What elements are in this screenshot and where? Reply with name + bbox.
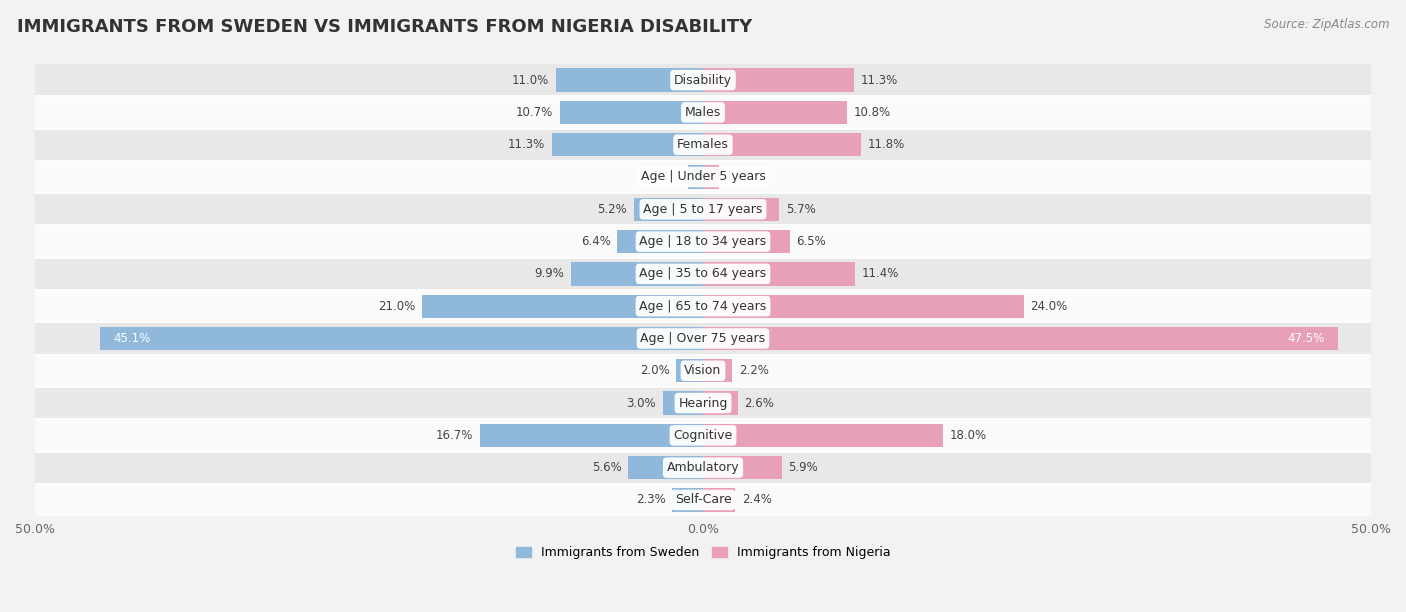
- Bar: [703, 327, 1337, 350]
- Bar: [703, 198, 779, 221]
- Bar: [422, 294, 703, 318]
- Bar: [35, 484, 1371, 516]
- Bar: [35, 193, 1371, 225]
- Text: 6.4%: 6.4%: [581, 235, 610, 248]
- Bar: [555, 69, 703, 92]
- Text: 2.3%: 2.3%: [636, 493, 665, 507]
- Bar: [35, 258, 1371, 290]
- Text: Age | 35 to 64 years: Age | 35 to 64 years: [640, 267, 766, 280]
- Bar: [479, 424, 703, 447]
- Text: Males: Males: [685, 106, 721, 119]
- Bar: [571, 263, 703, 286]
- Bar: [703, 456, 782, 479]
- Text: Hearing: Hearing: [678, 397, 728, 409]
- Text: 10.8%: 10.8%: [853, 106, 891, 119]
- Text: 2.6%: 2.6%: [744, 397, 775, 409]
- Text: 11.3%: 11.3%: [860, 73, 898, 87]
- Text: 2.0%: 2.0%: [640, 364, 669, 377]
- Bar: [35, 290, 1371, 323]
- Text: 5.7%: 5.7%: [786, 203, 815, 216]
- Text: 11.0%: 11.0%: [512, 73, 550, 87]
- Text: 2.4%: 2.4%: [742, 493, 772, 507]
- Bar: [703, 359, 733, 382]
- Text: Age | 65 to 74 years: Age | 65 to 74 years: [640, 300, 766, 313]
- Bar: [35, 96, 1371, 129]
- Text: Age | 5 to 17 years: Age | 5 to 17 years: [644, 203, 762, 216]
- Bar: [35, 452, 1371, 484]
- Text: Cognitive: Cognitive: [673, 429, 733, 442]
- Bar: [703, 294, 1024, 318]
- Bar: [703, 101, 848, 124]
- Bar: [35, 387, 1371, 419]
- Text: 24.0%: 24.0%: [1031, 300, 1067, 313]
- Text: Vision: Vision: [685, 364, 721, 377]
- Text: 6.5%: 6.5%: [797, 235, 827, 248]
- Text: 11.3%: 11.3%: [508, 138, 546, 151]
- Text: Females: Females: [678, 138, 728, 151]
- Text: 16.7%: 16.7%: [436, 429, 474, 442]
- Bar: [560, 101, 703, 124]
- Text: Disability: Disability: [673, 73, 733, 87]
- Text: Age | Under 5 years: Age | Under 5 years: [641, 171, 765, 184]
- Bar: [628, 456, 703, 479]
- Text: 5.2%: 5.2%: [598, 203, 627, 216]
- Text: 1.2%: 1.2%: [725, 171, 755, 184]
- Bar: [662, 392, 703, 415]
- Text: 10.7%: 10.7%: [516, 106, 554, 119]
- Text: 18.0%: 18.0%: [950, 429, 987, 442]
- Bar: [35, 225, 1371, 258]
- Bar: [703, 424, 943, 447]
- Text: 2.2%: 2.2%: [740, 364, 769, 377]
- Text: Age | Over 75 years: Age | Over 75 years: [641, 332, 765, 345]
- Text: 21.0%: 21.0%: [378, 300, 416, 313]
- Bar: [35, 161, 1371, 193]
- Text: Source: ZipAtlas.com: Source: ZipAtlas.com: [1264, 18, 1389, 31]
- Bar: [703, 392, 738, 415]
- Bar: [703, 230, 790, 253]
- Text: Age | 18 to 34 years: Age | 18 to 34 years: [640, 235, 766, 248]
- Text: Ambulatory: Ambulatory: [666, 461, 740, 474]
- Text: IMMIGRANTS FROM SWEDEN VS IMMIGRANTS FROM NIGERIA DISABILITY: IMMIGRANTS FROM SWEDEN VS IMMIGRANTS FRO…: [17, 18, 752, 36]
- Bar: [35, 64, 1371, 96]
- Text: 47.5%: 47.5%: [1286, 332, 1324, 345]
- Bar: [676, 359, 703, 382]
- Text: 11.8%: 11.8%: [868, 138, 904, 151]
- Text: 9.9%: 9.9%: [534, 267, 564, 280]
- Text: 1.1%: 1.1%: [652, 171, 682, 184]
- Bar: [703, 165, 718, 188]
- Bar: [634, 198, 703, 221]
- Bar: [703, 263, 855, 286]
- Text: 3.0%: 3.0%: [627, 397, 657, 409]
- Text: 11.4%: 11.4%: [862, 267, 900, 280]
- Text: 5.9%: 5.9%: [789, 461, 818, 474]
- Bar: [617, 230, 703, 253]
- Bar: [35, 419, 1371, 452]
- Bar: [672, 488, 703, 512]
- Bar: [100, 327, 703, 350]
- Bar: [35, 129, 1371, 161]
- Bar: [35, 354, 1371, 387]
- Bar: [35, 323, 1371, 354]
- Bar: [689, 165, 703, 188]
- Bar: [553, 133, 703, 156]
- Legend: Immigrants from Sweden, Immigrants from Nigeria: Immigrants from Sweden, Immigrants from …: [510, 541, 896, 564]
- Text: 45.1%: 45.1%: [114, 332, 150, 345]
- Bar: [703, 69, 853, 92]
- Bar: [703, 488, 735, 512]
- Bar: [703, 133, 860, 156]
- Text: 5.6%: 5.6%: [592, 461, 621, 474]
- Text: Self-Care: Self-Care: [675, 493, 731, 507]
